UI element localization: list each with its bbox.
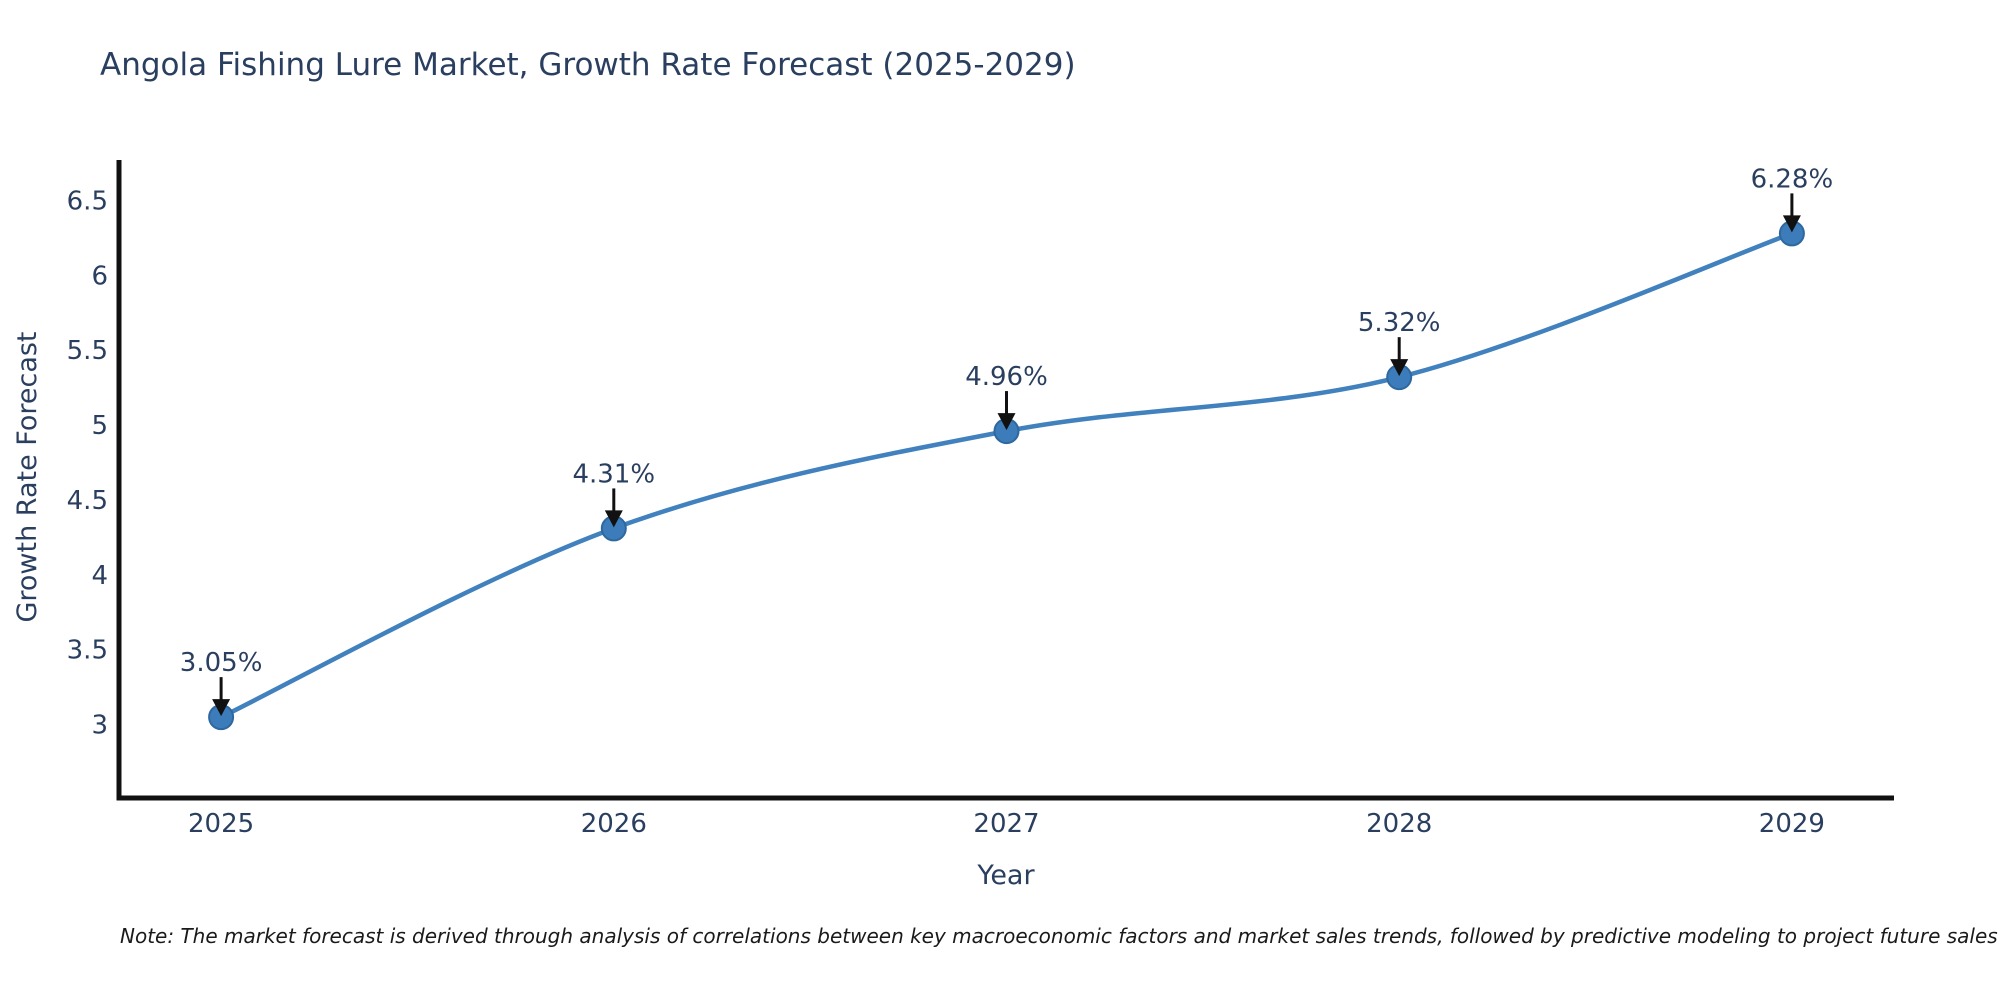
y-tick-label: 3.5 xyxy=(67,636,108,666)
x-axis-title: Year xyxy=(976,860,1035,891)
annotation-arrowhead xyxy=(1782,215,1801,233)
data-point-label: 3.05% xyxy=(180,648,263,678)
y-tick-label: 5.5 xyxy=(67,336,108,366)
trend-line xyxy=(218,231,1795,720)
annotation-arrowhead xyxy=(1390,359,1409,377)
annotation-arrowhead xyxy=(604,510,623,528)
data-point-label: 6.28% xyxy=(1751,164,1834,194)
y-tick-label: 3 xyxy=(91,711,108,741)
methodology-note: Note: The market forecast is derived thr… xyxy=(120,924,1998,948)
x-tick-label: 2029 xyxy=(1759,809,1825,839)
plot-area: 3 3.5 4 4.5 5 5.5 6 6.5 2025 2026 2027 2028 2029 3.05… xyxy=(67,160,1894,839)
annotation-arrowhead xyxy=(997,413,1016,431)
data-point-label: 4.31% xyxy=(572,459,655,489)
x-tick-label: 2028 xyxy=(1366,809,1432,839)
y-tick-label: 5 xyxy=(91,411,108,441)
y-tick-label: 6 xyxy=(91,261,108,291)
x-tick-label: 2026 xyxy=(581,809,647,839)
y-tick-label: 4 xyxy=(91,561,108,591)
y-tick-label: 4.5 xyxy=(67,486,108,516)
x-tick-label: 2025 xyxy=(188,809,254,839)
x-tick-label: 2027 xyxy=(973,809,1039,839)
data-point-label: 4.96% xyxy=(965,362,1048,392)
data-point-label: 5.32% xyxy=(1358,308,1441,338)
y-tick-label: 6.5 xyxy=(67,186,108,216)
annotation-arrowhead xyxy=(212,699,231,717)
chart-title: Angola Fishing Lure Market, Growth Rate … xyxy=(100,47,1076,83)
y-axis-title: Growth Rate Forecast xyxy=(12,331,43,622)
